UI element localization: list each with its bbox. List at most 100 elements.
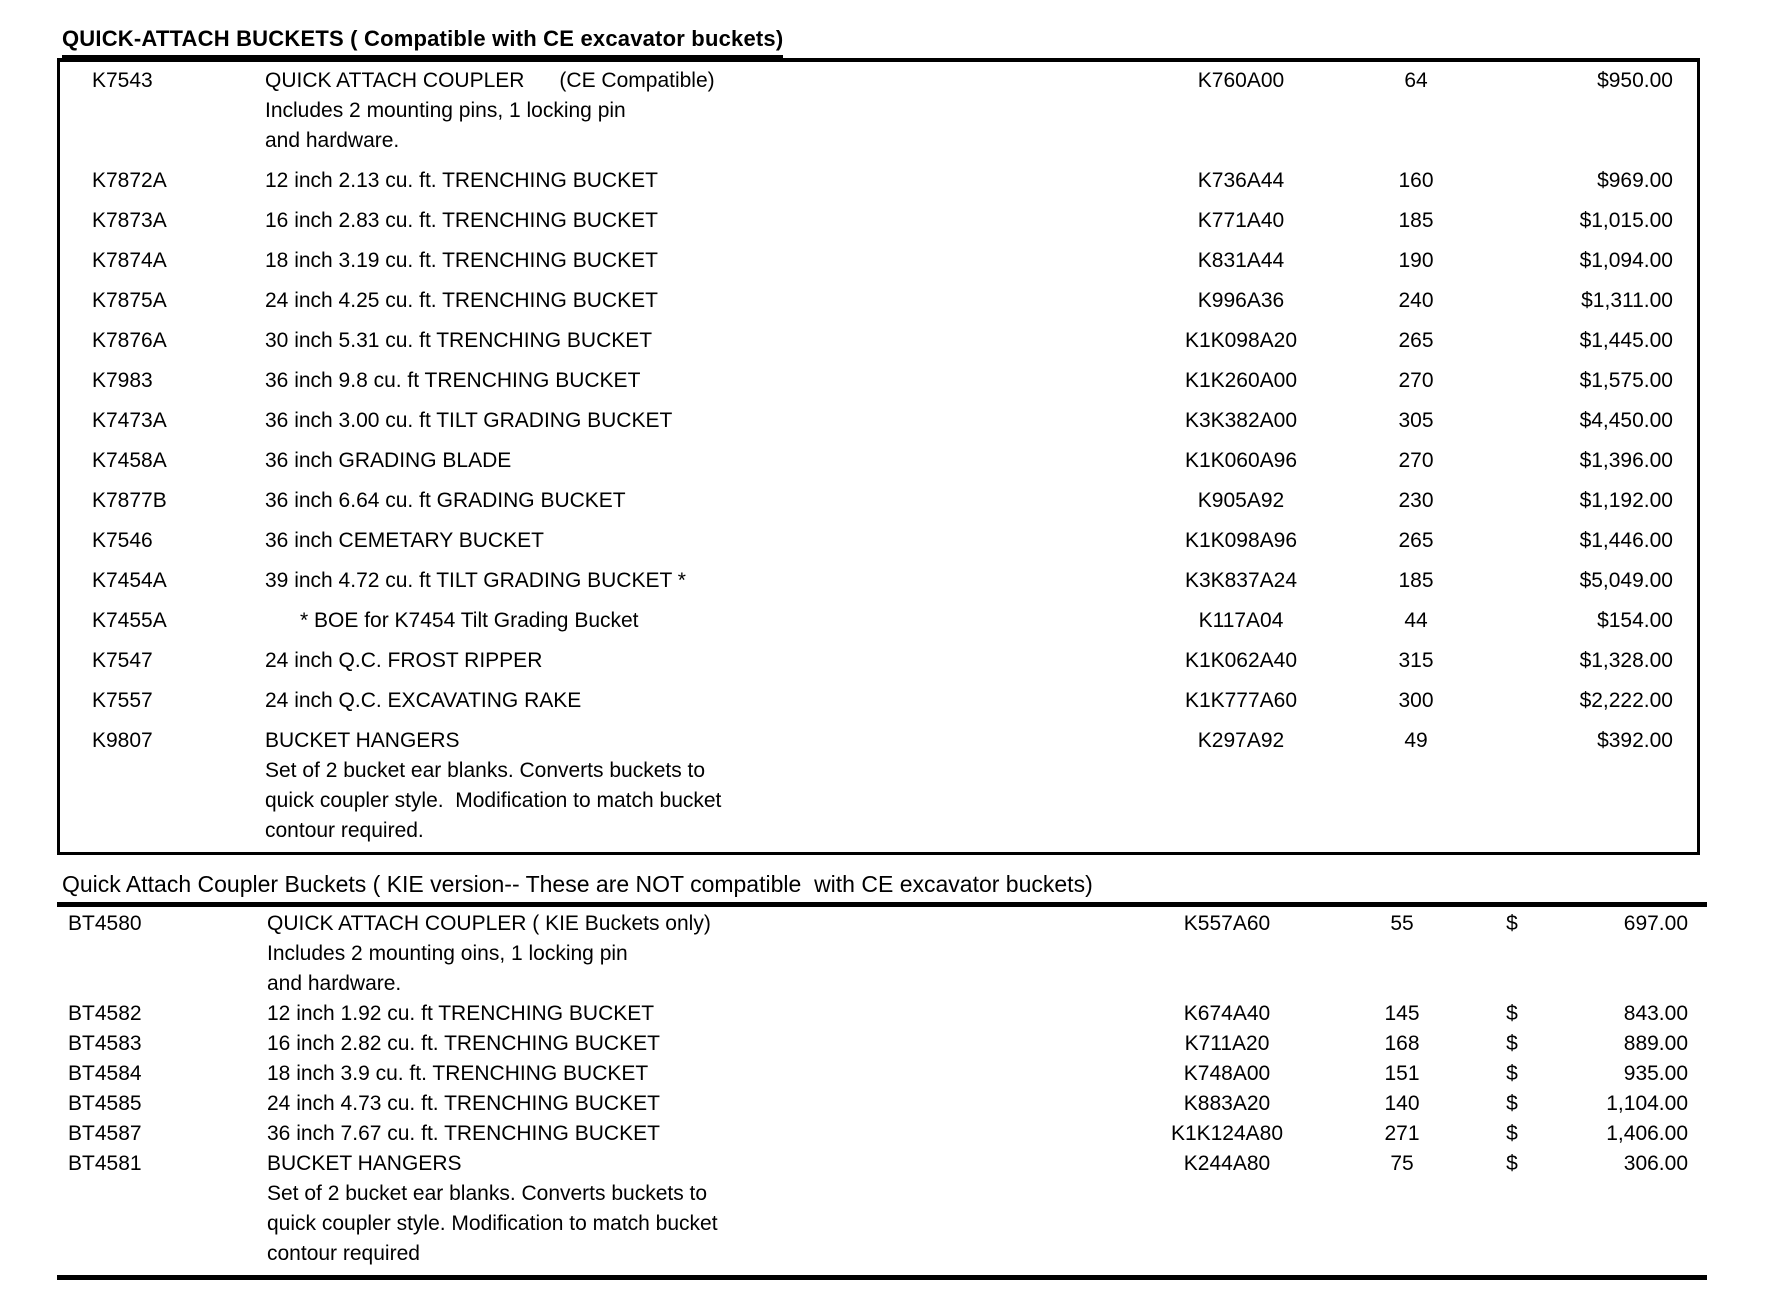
- description-line: 39 inch 4.72 cu. ft TILT GRADING BUCKET …: [265, 569, 686, 592]
- table-row: BT4585 24 inch 4.73 cu. ft. TRENCHING BUC…: [57, 1089, 1702, 1119]
- item-code: K1K098A96: [1184, 529, 1298, 552]
- section2: Quick Attach Coupler Buckets ( KIE versi…: [57, 871, 1766, 1280]
- table-row: K7873A 16 inch 2.83 cu. ft. TRENCHING BUC…: [60, 206, 1697, 236]
- currency-symbol: $: [1506, 1092, 1518, 1115]
- part-number: BT4582: [68, 1002, 142, 1025]
- weight-value: 44: [1404, 609, 1428, 632]
- currency-symbol: $: [1506, 912, 1518, 935]
- part-number: K7455A: [92, 609, 167, 632]
- weight-value: 145: [1384, 1002, 1420, 1025]
- description-line: 36 inch 7.67 cu. ft. TRENCHING BUCKET: [267, 1122, 660, 1145]
- price-value: $2,222.00: [1579, 689, 1673, 712]
- description-note: Includes 2 mounting oins, 1 locking pin: [267, 942, 628, 965]
- description-line: 12 inch 1.92 cu. ft TRENCHING BUCKET: [267, 1002, 655, 1025]
- description-line: 36 inch 3.00 cu. ft TILT GRADING BUCKET: [265, 409, 673, 432]
- description-line: 16 inch 2.82 cu. ft. TRENCHING BUCKET: [267, 1032, 660, 1055]
- price-value: $5,049.00: [1579, 569, 1673, 592]
- description-note: quick coupler style. Modification to mat…: [267, 1212, 718, 1235]
- table-row: K7876A 30 inch 5.31 cu. ft TRENCHING BUCK…: [60, 326, 1697, 356]
- weight-value: 190: [1398, 249, 1434, 272]
- item-description: 12 inch 2.13 cu. ft. TRENCHING BUCKET: [265, 166, 1126, 196]
- item-description: 24 inch Q.C. EXCAVATING RAKE: [265, 686, 1126, 716]
- price-value: $1,396.00: [1579, 449, 1673, 472]
- item-description: 36 inch 6.64 cu. ft GRADING BUCKET: [265, 486, 1126, 516]
- currency-symbol: $: [1506, 1152, 1518, 1175]
- table-row: K7872A 12 inch 2.13 cu. ft. TRENCHING BUC…: [60, 166, 1697, 196]
- item-code: K748A00: [1183, 1062, 1271, 1085]
- table-row: K7547 24 inch Q.C. FROST RIPPER K1K062A40 3…: [60, 646, 1697, 676]
- description-note: Set of 2 bucket ear blanks. Converts buc…: [265, 759, 706, 782]
- item-description: 16 inch 2.82 cu. ft. TRENCHING BUCKET: [267, 1029, 1112, 1059]
- item-description: 12 inch 1.92 cu. ft TRENCHING BUCKET: [267, 999, 1112, 1029]
- description-line: 16 inch 2.83 cu. ft. TRENCHING BUCKET: [265, 209, 658, 232]
- description-note: contour required.: [265, 819, 424, 842]
- table-row: K7543 QUICK ATTACH COUPLER (CE Compatible…: [60, 66, 1697, 156]
- part-number: BT4583: [68, 1032, 142, 1055]
- weight-value: 151: [1384, 1062, 1420, 1085]
- description-line: * BOE for K7454 Tilt Grading Bucket: [265, 609, 639, 632]
- weight-value: 185: [1398, 209, 1434, 232]
- description-line: 24 inch Q.C. FROST RIPPER: [265, 649, 543, 672]
- item-code: K557A60: [1183, 912, 1271, 935]
- item-code: K1K124A80: [1170, 1122, 1284, 1145]
- item-code: K736A44: [1197, 169, 1285, 192]
- description-line: BUCKET HANGERS: [267, 1152, 462, 1175]
- table-row: K7877B 36 inch 6.64 cu. ft GRADING BUCKET…: [60, 486, 1697, 516]
- weight-value: 140: [1384, 1092, 1420, 1115]
- price-value: $1,446.00: [1579, 529, 1673, 552]
- price-value: $1,311.00: [1581, 289, 1673, 312]
- table-row: K7454A 39 inch 4.72 cu. ft TILT GRADING B…: [60, 566, 1697, 596]
- price-value: $4,450.00: [1579, 409, 1673, 432]
- table-row: K7455A * BOE for K7454 Tilt Grading Buck…: [60, 606, 1697, 636]
- part-number: K7473A: [92, 409, 167, 432]
- price-value: $1,575.00: [1579, 369, 1673, 392]
- weight-value: 75: [1390, 1152, 1414, 1175]
- table-row: K9807 BUCKET HANGERS Set of 2 bucket ear b…: [60, 726, 1697, 846]
- weight-value: 55: [1390, 912, 1414, 935]
- table-row: BT4582 12 inch 1.92 cu. ft TRENCHING BUCK…: [57, 999, 1702, 1029]
- weight-value: 300: [1398, 689, 1434, 712]
- item-code: K1K777A60: [1184, 689, 1298, 712]
- table-row: BT4583 16 inch 2.82 cu. ft. TRENCHING BUC…: [57, 1029, 1702, 1059]
- price-value: 306.00: [1623, 1152, 1688, 1175]
- part-number: BT4584: [68, 1062, 142, 1085]
- item-code: K674A40: [1183, 1002, 1271, 1025]
- weight-value: 230: [1398, 489, 1434, 512]
- item-description: 36 inch 9.8 cu. ft TRENCHING BUCKET: [265, 366, 1126, 396]
- part-number: K7458A: [92, 449, 167, 472]
- part-number: K7547: [92, 649, 153, 672]
- price-value: $1,015.00: [1579, 209, 1673, 232]
- part-number: K7875A: [92, 289, 167, 312]
- item-code: K996A36: [1197, 289, 1285, 312]
- description-line: 36 inch GRADING BLADE: [265, 449, 512, 472]
- currency-symbol: $: [1506, 1002, 1518, 1025]
- item-description: 24 inch Q.C. FROST RIPPER: [265, 646, 1126, 676]
- item-description: 36 inch 3.00 cu. ft TILT GRADING BUCKET: [265, 406, 1126, 436]
- description-line: 36 inch 9.8 cu. ft TRENCHING BUCKET: [265, 369, 641, 392]
- table-row: BT4584 18 inch 3.9 cu. ft. TRENCHING BUCK…: [57, 1059, 1702, 1089]
- part-number: BT4581: [68, 1152, 142, 1175]
- price-value: 935.00: [1623, 1062, 1688, 1085]
- weight-value: 64: [1404, 69, 1428, 92]
- item-code: K905A92: [1197, 489, 1285, 512]
- part-number: K9807: [92, 729, 153, 752]
- section2-table: BT4580 QUICK ATTACH COUPLER ( KIE Buckets…: [57, 909, 1702, 1269]
- description-line: 24 inch 4.73 cu. ft. TRENCHING BUCKET: [267, 1092, 660, 1115]
- item-description: 24 inch 4.25 cu. ft. TRENCHING BUCKET: [265, 286, 1126, 316]
- table-row: K7458A 36 inch GRADING BLADE K1K060A96 270 $…: [60, 446, 1697, 476]
- section2-top-rule: [57, 902, 1707, 907]
- table-row: BT4581 BUCKET HANGERS Set of 2 bucket ear …: [57, 1149, 1702, 1269]
- part-number: BT4580: [68, 912, 142, 935]
- part-number: K7877B: [92, 489, 167, 512]
- part-number: BT4587: [68, 1122, 142, 1145]
- table-row: BT4587 36 inch 7.67 cu. ft. TRENCHING BUC…: [57, 1119, 1702, 1149]
- weight-value: 270: [1398, 369, 1434, 392]
- section2-bottom-rule: [57, 1275, 1707, 1280]
- price-value: 1,104.00: [1606, 1092, 1688, 1115]
- item-code: K3K837A24: [1184, 569, 1298, 592]
- item-description: BUCKET HANGERS Set of 2 bucket ear blanks…: [267, 1149, 1112, 1269]
- part-number: K7454A: [92, 569, 167, 592]
- section1-table: K7543 QUICK ATTACH COUPLER (CE Compatible…: [57, 58, 1700, 855]
- weight-value: 160: [1398, 169, 1434, 192]
